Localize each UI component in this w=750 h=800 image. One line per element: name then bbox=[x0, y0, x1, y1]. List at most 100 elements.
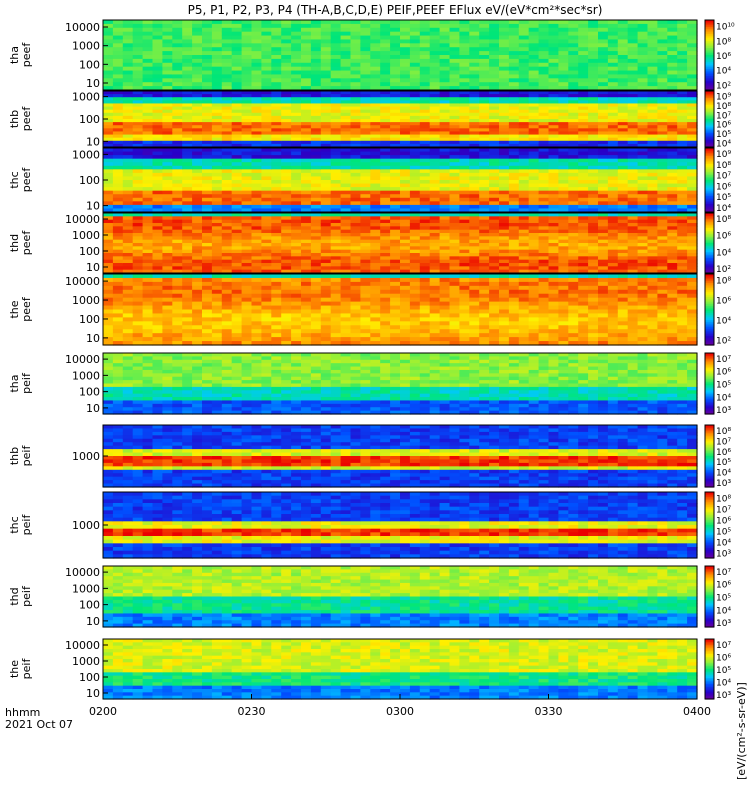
heatmap-cell bbox=[122, 86, 134, 91]
heatmap-cell bbox=[667, 155, 678, 160]
heatmap-cell bbox=[132, 208, 144, 213]
heatmap-cell bbox=[340, 58, 352, 64]
heatmap-cell bbox=[499, 183, 510, 188]
heatmap-cell bbox=[211, 162, 223, 167]
heatmap-cell bbox=[221, 194, 233, 199]
heatmap-cell bbox=[310, 137, 322, 142]
heatmap-cell bbox=[439, 266, 451, 271]
heatmap-cell bbox=[142, 55, 154, 60]
heatmap-cell bbox=[548, 70, 559, 76]
heatmap-cell bbox=[360, 269, 371, 274]
heatmap-cell bbox=[687, 162, 698, 167]
heatmap-cell bbox=[301, 204, 312, 210]
heatmap-cell bbox=[548, 213, 559, 217]
heatmap-cell bbox=[528, 243, 540, 247]
heatmap-cell bbox=[390, 309, 401, 315]
heatmap-cell bbox=[657, 55, 668, 60]
heatmap-cell bbox=[320, 97, 332, 101]
heatmap-cell bbox=[400, 266, 411, 271]
heatmap-cell bbox=[459, 158, 470, 163]
heatmap-cell bbox=[310, 97, 322, 101]
heatmap-cell bbox=[122, 169, 134, 174]
heatmap-cell bbox=[449, 158, 460, 163]
heatmap-cell bbox=[667, 35, 678, 41]
heatmap-cell bbox=[251, 137, 262, 142]
heatmap-cell bbox=[281, 70, 292, 76]
heatmap-cell bbox=[637, 236, 649, 241]
heatmap-cell bbox=[489, 115, 500, 120]
heatmap-cell bbox=[142, 277, 154, 283]
heatmap-cell bbox=[419, 31, 431, 37]
heatmap-cell bbox=[449, 109, 460, 114]
heatmap-cell bbox=[310, 169, 322, 174]
heatmap-cell bbox=[607, 256, 619, 261]
heatmap-cell bbox=[112, 158, 124, 163]
heatmap-cell bbox=[340, 109, 352, 114]
heatmap-cell bbox=[202, 194, 213, 199]
heatmap-cell bbox=[172, 223, 183, 227]
heatmap-cell bbox=[241, 321, 253, 326]
heatmap-cell bbox=[548, 143, 559, 148]
heatmap-cell bbox=[122, 137, 134, 142]
heatmap-cell bbox=[241, 23, 253, 29]
heatmap-cell bbox=[221, 309, 233, 315]
heatmap-cell bbox=[409, 158, 421, 163]
heatmap-cell bbox=[340, 66, 352, 72]
heatmap-cell bbox=[261, 325, 272, 330]
heatmap-cell bbox=[251, 112, 262, 117]
heatmap-cell bbox=[449, 103, 460, 108]
heatmap-cell bbox=[687, 100, 698, 105]
heatmap-cell bbox=[142, 119, 154, 123]
heatmap-cell bbox=[182, 285, 193, 291]
heatmap-cell bbox=[380, 213, 391, 217]
heatmap-cell bbox=[538, 176, 550, 181]
heatmap-cell bbox=[310, 39, 322, 44]
heatmap-cell bbox=[310, 269, 322, 274]
heatmap-cell bbox=[617, 97, 629, 101]
heatmap-cell bbox=[558, 236, 569, 241]
heatmap-cell bbox=[439, 100, 451, 105]
heatmap-cell bbox=[627, 256, 639, 261]
heatmap-cell bbox=[271, 259, 282, 264]
heatmap-cell bbox=[479, 155, 490, 160]
heatmap-cell bbox=[508, 62, 520, 68]
heatmap-cell bbox=[419, 74, 431, 79]
heatmap-cell bbox=[182, 183, 193, 188]
heatmap-cell bbox=[508, 100, 520, 105]
heatmap-cell bbox=[607, 204, 619, 210]
heatmap-cell bbox=[202, 66, 213, 72]
heatmap-cell bbox=[380, 134, 391, 139]
heatmap-cell bbox=[172, 289, 183, 295]
heatmap-cell bbox=[380, 143, 391, 148]
heatmap-cell bbox=[429, 151, 441, 156]
heatmap-cell bbox=[647, 169, 658, 174]
heatmap-cell bbox=[409, 151, 421, 156]
heatmap-cell bbox=[409, 301, 421, 307]
heatmap-cell bbox=[202, 51, 213, 56]
heatmap-cell bbox=[687, 106, 698, 111]
heatmap-cell bbox=[231, 55, 243, 60]
heatmap-cell bbox=[192, 325, 203, 330]
heatmap-cell bbox=[251, 109, 262, 114]
heatmap-cell bbox=[637, 246, 649, 251]
heatmap-cell bbox=[103, 293, 114, 299]
heatmap-cell bbox=[439, 293, 451, 299]
heatmap-cell bbox=[241, 165, 253, 170]
heatmap-cell bbox=[588, 109, 599, 114]
heatmap-cell bbox=[677, 62, 688, 68]
heatmap-cell bbox=[400, 187, 411, 192]
heatmap-cell bbox=[528, 183, 540, 188]
panels: 10100100010000thapeef101001000thbpeef101… bbox=[8, 19, 698, 700]
heatmap-cell bbox=[340, 70, 352, 76]
heatmap-cell bbox=[499, 115, 510, 120]
heatmap-cell bbox=[360, 100, 371, 105]
heatmap-cell bbox=[538, 266, 550, 271]
heatmap-cell bbox=[687, 169, 698, 174]
heatmap-cell bbox=[251, 122, 262, 126]
heatmap-cell bbox=[667, 213, 678, 217]
heatmap-cell bbox=[370, 285, 381, 291]
heatmap-cell bbox=[202, 165, 213, 170]
heatmap-cell bbox=[489, 119, 500, 123]
heatmap-cell bbox=[627, 35, 639, 41]
heatmap-cell bbox=[310, 325, 322, 330]
